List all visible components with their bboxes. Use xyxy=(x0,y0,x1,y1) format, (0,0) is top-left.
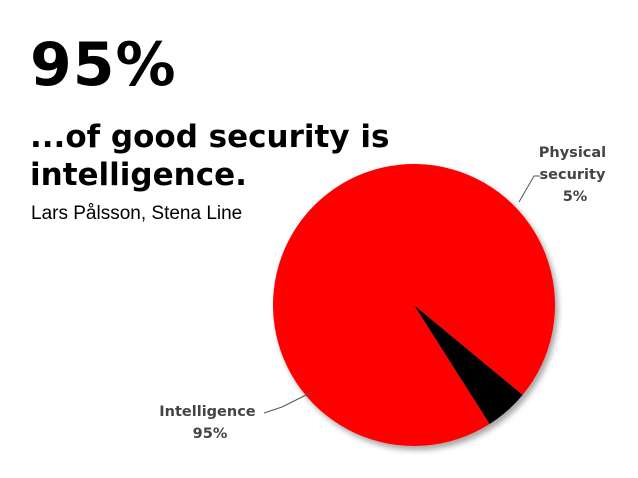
slice-label-intelligence: Intelligence 95% xyxy=(159,404,260,442)
pie-slice-physical-security xyxy=(414,305,523,425)
pie-leader-lines xyxy=(263,175,540,414)
leader-line-physical-security xyxy=(518,175,540,203)
headline-percentage: 95% xyxy=(30,30,177,100)
quote-attribution: Lars Pålsson, Stena Line xyxy=(31,203,243,224)
slice-label-physical-security: Physical security 5% xyxy=(539,145,611,205)
headline-statement: ...of good security is intelligence. xyxy=(30,119,390,193)
pie-slices xyxy=(273,163,556,447)
pie-slice-intelligence xyxy=(273,163,556,447)
leader-line-intelligence xyxy=(263,391,313,414)
